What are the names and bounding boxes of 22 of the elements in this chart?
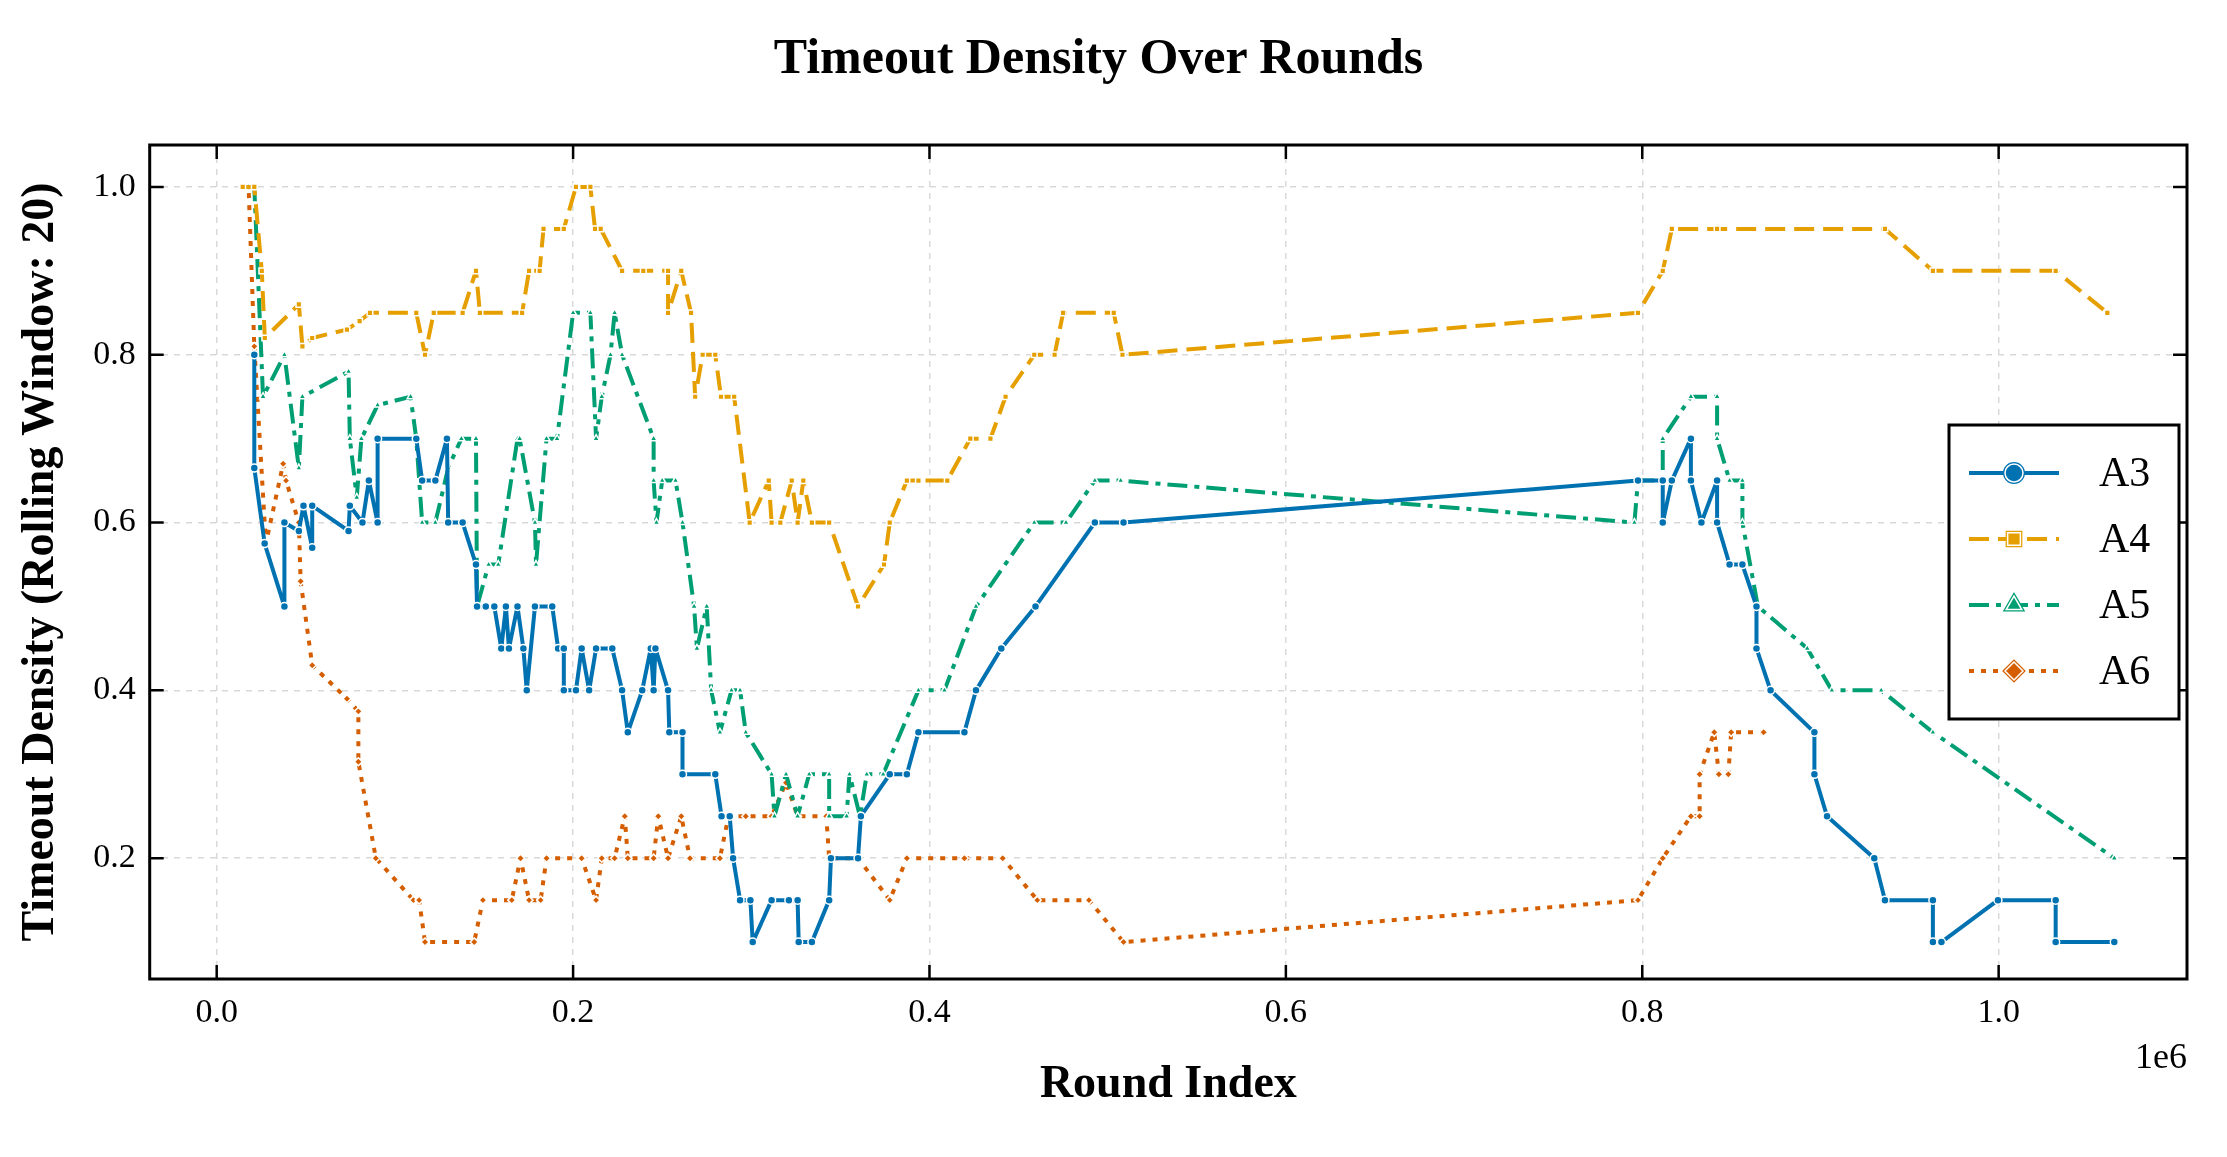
point <box>623 853 633 863</box>
x-tick-label: 0.2 <box>551 992 595 1030</box>
x-tick-label: 0.4 <box>908 992 951 1030</box>
text: 1e6 <box>2135 1036 2187 1077</box>
x-tick-label: 0.6 <box>1264 992 1308 1030</box>
y-tick-label: 0.4 <box>93 669 136 707</box>
y-tick-label: 0.2 <box>93 837 136 875</box>
y-axis-title: Timeout Density (Rolling Window: 20) <box>12 182 64 942</box>
point <box>648 853 659 863</box>
legend-label: A6 <box>2099 647 2151 694</box>
point <box>1658 853 1668 863</box>
y-tick-label: 1.0 <box>93 165 136 203</box>
legend-label: A3 <box>2099 449 2151 496</box>
x-tick-label: 0.0 <box>195 992 238 1030</box>
legend-label: A4 <box>2099 515 2151 562</box>
x-axis-title: Round Index <box>1039 1056 1297 1108</box>
chart-title: Timeout Density Over Rounds <box>773 27 1424 84</box>
y-tick-label: 0.6 <box>93 501 136 539</box>
y-tick-label: 0.8 <box>93 333 136 371</box>
x-tick-label: 1.0 <box>1977 992 2020 1030</box>
legend-label: A5 <box>2099 581 2151 628</box>
x-tick-label: 0.8 <box>1621 992 1664 1030</box>
